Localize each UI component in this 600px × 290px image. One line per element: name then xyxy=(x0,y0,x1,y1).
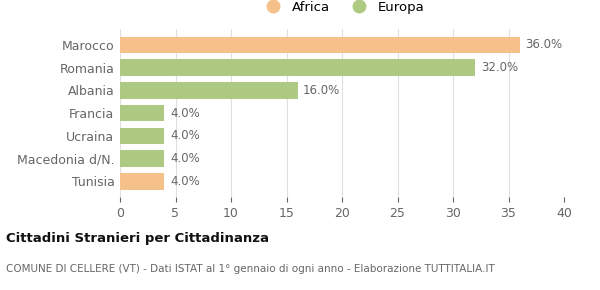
Text: 32.0%: 32.0% xyxy=(481,61,518,74)
Text: COMUNE DI CELLERE (VT) - Dati ISTAT al 1° gennaio di ogni anno - Elaborazione TU: COMUNE DI CELLERE (VT) - Dati ISTAT al 1… xyxy=(6,264,495,274)
Bar xyxy=(120,82,298,99)
Bar xyxy=(120,37,520,53)
Bar xyxy=(120,128,164,144)
Bar xyxy=(120,173,164,190)
Text: 36.0%: 36.0% xyxy=(525,38,562,51)
Text: 4.0%: 4.0% xyxy=(170,107,200,119)
Text: 4.0%: 4.0% xyxy=(170,152,200,165)
Legend: Africa, Europa: Africa, Europa xyxy=(255,0,429,19)
Text: 4.0%: 4.0% xyxy=(170,175,200,188)
Bar xyxy=(120,151,164,167)
Bar xyxy=(120,59,475,76)
Text: 4.0%: 4.0% xyxy=(170,129,200,142)
Text: Cittadini Stranieri per Cittadinanza: Cittadini Stranieri per Cittadinanza xyxy=(6,232,269,245)
Bar xyxy=(120,105,164,121)
Text: 16.0%: 16.0% xyxy=(303,84,340,97)
